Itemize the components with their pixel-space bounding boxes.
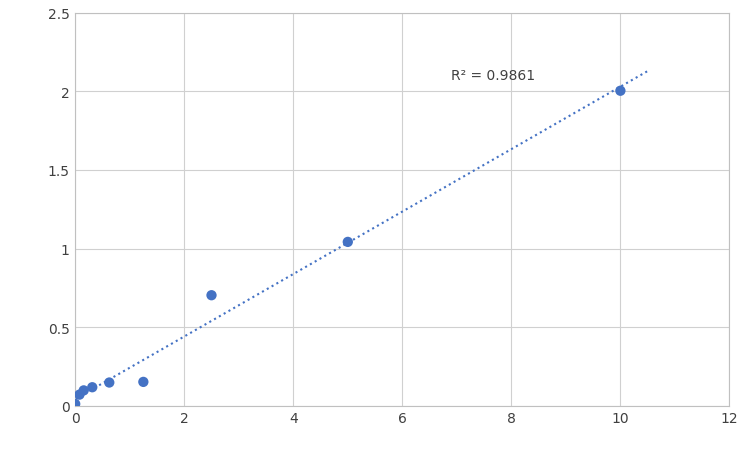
Text: R² = 0.9861: R² = 0.9861	[451, 69, 535, 83]
Point	[77, 387, 89, 394]
Point	[86, 384, 99, 391]
Point	[138, 378, 150, 386]
Point	[74, 391, 86, 398]
Point	[69, 400, 81, 408]
Point	[341, 239, 353, 246]
Point	[614, 88, 626, 95]
Point	[205, 292, 217, 299]
Point	[103, 379, 115, 386]
